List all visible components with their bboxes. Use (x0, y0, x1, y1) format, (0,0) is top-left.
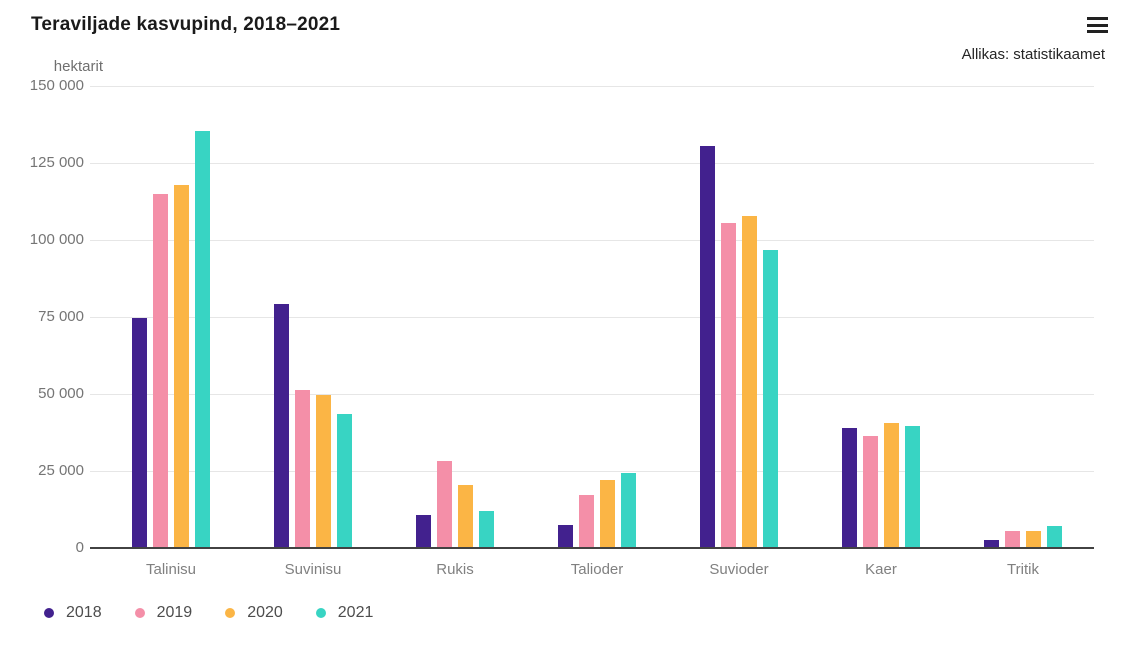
bar-rukis-2021[interactable] (479, 511, 494, 548)
gridline (90, 240, 1094, 241)
hamburger-menu-icon[interactable] (1087, 17, 1108, 33)
bar-talioder-2021[interactable] (621, 473, 636, 548)
bar-talinisu-2020[interactable] (174, 185, 189, 548)
legend-marker-icon (44, 608, 54, 618)
y-axis-title: hektarit (53, 58, 103, 75)
bar-talioder-2019[interactable] (579, 495, 594, 548)
gridline (90, 163, 1094, 164)
legend-label: 2018 (66, 604, 102, 621)
bar-talinisu-2018[interactable] (132, 318, 147, 548)
gridline (90, 471, 1094, 472)
x-category-label: Kaer (865, 561, 897, 578)
bar-suvioder-2020[interactable] (742, 216, 757, 548)
bar-kaer-2018[interactable] (842, 428, 857, 548)
gridline (90, 317, 1094, 318)
y-tick-label: 150 000 (29, 77, 84, 94)
legend-label: 2019 (156, 604, 193, 621)
y-tick-label: 50 000 (38, 385, 84, 402)
legend-item-2021[interactable]: 2021 (315, 604, 374, 622)
bar-suvinisu-2018[interactable] (274, 304, 289, 548)
bar-suvioder-2021[interactable] (763, 250, 778, 548)
y-tick-label: 125 000 (29, 154, 84, 171)
legend-item-2020[interactable]: 2020 (225, 604, 283, 622)
bar-group-rukis (384, 86, 526, 548)
x-category-label: Talioder (570, 561, 624, 578)
bar-group-kaer (810, 86, 952, 548)
y-tick-label: 25 000 (38, 462, 84, 479)
gridline (90, 86, 1094, 87)
legend-marker-icon (225, 608, 236, 618)
bar-rukis-2020[interactable] (458, 485, 473, 548)
bar-suvioder-2018[interactable] (700, 146, 715, 548)
x-category-label: Talinisu (145, 561, 197, 578)
bar-suvinisu-2020[interactable] (316, 395, 331, 548)
gridline (90, 394, 1094, 395)
bar-talioder-2020[interactable] (600, 480, 615, 548)
bar-suvinisu-2021[interactable] (337, 414, 352, 548)
legend-label: 2021 (337, 604, 374, 621)
hamburger-bar (1087, 17, 1108, 20)
bar-suvinisu-2019[interactable] (295, 390, 310, 548)
bar-group-suvioder (668, 86, 810, 548)
bar-suvioder-2019[interactable] (721, 223, 736, 548)
hamburger-bar (1087, 23, 1108, 27)
bar-tritik-2021[interactable] (1047, 526, 1062, 548)
x-category-label: Suvinisu (284, 561, 342, 578)
x-axis-line (90, 547, 1094, 549)
bar-talioder-2018[interactable] (558, 525, 573, 548)
legend: 2018 2019 2020 2021 (44, 604, 373, 622)
x-category-label: Rukis (436, 561, 474, 578)
bar-rukis-2019[interactable] (437, 461, 452, 548)
bar-rukis-2018[interactable] (416, 515, 431, 548)
x-category-label: Tritik (1007, 561, 1039, 578)
bar-group-suvinisu (242, 86, 384, 548)
legend-item-2019[interactable]: 2019 (134, 604, 193, 622)
bar-tritik-2018[interactable] (984, 540, 999, 548)
bar-talinisu-2021[interactable] (195, 131, 210, 548)
bar-group-talinisu (100, 86, 242, 548)
y-tick-label: 75 000 (38, 308, 84, 325)
chart-title: Teraviljade kasvupind, 2018–2021 (31, 14, 341, 35)
y-tick-label: 0 (75, 539, 84, 556)
bar-kaer-2019[interactable] (863, 436, 878, 548)
x-category-label: Suvioder (709, 561, 769, 578)
bar-kaer-2020[interactable] (884, 423, 899, 548)
bar-group-tritik (952, 86, 1094, 548)
bar-talinisu-2019[interactable] (153, 194, 168, 548)
legend-marker-icon (315, 608, 326, 618)
bar-tritik-2020[interactable] (1026, 531, 1041, 548)
legend-item-2018[interactable]: 2018 (44, 604, 102, 622)
bar-tritik-2019[interactable] (1005, 531, 1020, 548)
legend-marker-icon (134, 608, 145, 618)
hamburger-bar (1087, 30, 1108, 33)
y-tick-label: 100 000 (29, 231, 84, 248)
bar-group-talioder (526, 86, 668, 548)
legend-label: 2020 (247, 604, 283, 621)
source-credit: Allikas: statistikaamet (961, 46, 1105, 63)
bar-kaer-2021[interactable] (905, 426, 920, 548)
